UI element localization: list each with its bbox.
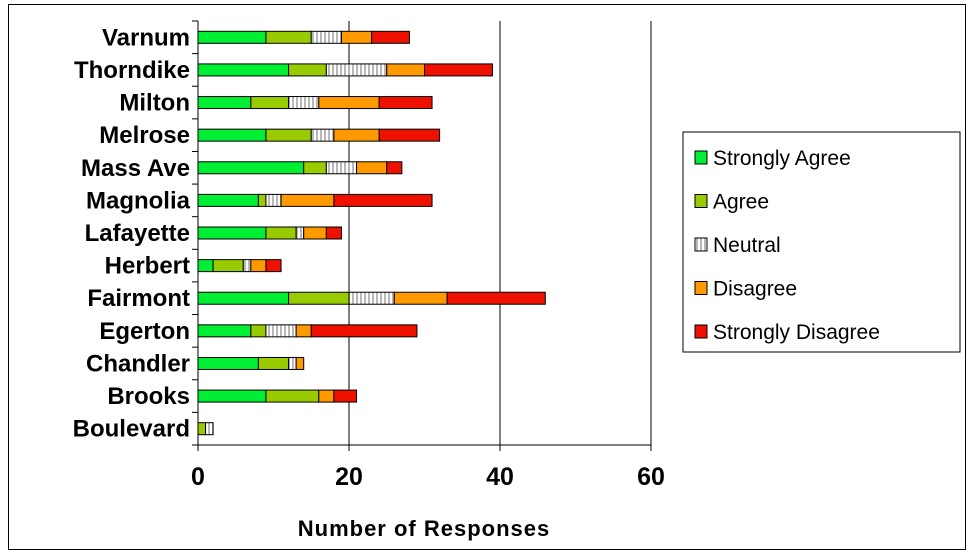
bar-varnum-strongly-agree xyxy=(197,30,267,44)
bar-chandler-strongly-agree xyxy=(197,356,259,370)
x-tick-label: 60 xyxy=(637,463,665,491)
legend-swatch xyxy=(694,237,708,252)
bar-magnolia-agree xyxy=(257,193,267,207)
bar-herbert-strongly-agree xyxy=(197,259,214,273)
category-label: Chandler xyxy=(86,350,190,377)
bar-herbert-agree xyxy=(212,259,244,273)
gridlines xyxy=(348,21,652,445)
legend-swatch xyxy=(694,324,708,339)
bar-mass-ave-strongly-agree xyxy=(197,161,305,175)
category-label: Varnum xyxy=(102,24,190,51)
legend: Strongly Agree Agree Neutral Disagree Strong… xyxy=(682,131,961,353)
bar-magnolia-disagree xyxy=(280,193,335,207)
legend-label: Agree xyxy=(713,191,769,214)
bar-herbert-disagree xyxy=(250,259,267,273)
legend-label: Disagree xyxy=(713,278,797,301)
bar-egerton-disagree xyxy=(295,324,312,338)
x-tick-labels: 0 20 40 60 xyxy=(191,463,665,491)
bar-brooks-agree xyxy=(265,389,320,403)
category-label: Boulevard xyxy=(73,416,190,443)
bar-lafayette-disagree xyxy=(303,226,327,240)
x-tick-label: 40 xyxy=(486,463,514,491)
bar-herbert-strongly-disagree xyxy=(265,259,282,273)
bar-egerton-agree xyxy=(250,324,267,338)
bar-varnum-disagree xyxy=(340,30,373,44)
category-label: Magnolia xyxy=(86,187,191,214)
bar-thorndike-disagree xyxy=(386,63,425,77)
bar-mass-ave-disagree xyxy=(356,161,388,175)
bar-lafayette-neutral xyxy=(295,226,305,240)
bar-fairmont-disagree xyxy=(393,291,448,305)
category-label: Melrose xyxy=(99,122,190,149)
bar-lafayette-agree xyxy=(265,226,297,240)
bar-milton-neutral xyxy=(288,96,320,110)
bar-milton-agree xyxy=(250,96,290,110)
bar-fairmont-neutral xyxy=(348,291,395,305)
bar-egerton-strongly-agree xyxy=(197,324,252,338)
bar-lafayette-strongly-agree xyxy=(197,226,267,240)
category-label: Egerton xyxy=(99,318,190,345)
bar-herbert-neutral xyxy=(242,259,252,273)
bar-melrose-neutral xyxy=(310,128,335,142)
bar-chandler-neutral xyxy=(288,356,297,370)
bar-mass-ave-strongly-disagree xyxy=(386,161,403,175)
bar-mass-ave-neutral xyxy=(325,161,358,175)
bar-varnum-strongly-disagree xyxy=(371,30,410,44)
category-labels: Varnum Thorndike Milton Melrose Mass Ave Magn… xyxy=(73,24,191,442)
bar-varnum-agree xyxy=(265,30,312,44)
bar-melrose-strongly-disagree xyxy=(378,128,441,142)
axes xyxy=(192,20,652,451)
legend-label: Strongly Agree xyxy=(713,147,851,170)
category-label: Brooks xyxy=(107,383,190,410)
bar-chandler-agree xyxy=(257,356,290,370)
x-axis-title: Number of Responses xyxy=(298,516,551,541)
legend-swatch xyxy=(694,281,708,295)
bar-boulevard-agree xyxy=(197,422,207,436)
bar-thorndike-strongly-disagree xyxy=(424,63,493,77)
legend-swatch xyxy=(694,150,708,165)
bar-magnolia-strongly-agree xyxy=(197,193,259,207)
bar-boulevard-neutral xyxy=(205,422,214,436)
bar-fairmont-agree xyxy=(288,291,350,305)
bars xyxy=(197,30,546,436)
bar-brooks-strongly-disagree xyxy=(333,389,358,403)
bar-magnolia-strongly-disagree xyxy=(333,193,433,207)
bar-milton-disagree xyxy=(318,96,380,110)
category-label: Herbert xyxy=(105,253,190,280)
bar-milton-strongly-agree xyxy=(197,96,252,110)
bar-melrose-agree xyxy=(265,128,312,142)
bar-varnum-neutral xyxy=(310,30,342,44)
bar-thorndike-strongly-agree xyxy=(197,63,290,77)
legend-box xyxy=(682,131,961,353)
bar-chandler-disagree xyxy=(295,356,305,370)
bar-brooks-disagree xyxy=(318,389,335,403)
bar-fairmont-strongly-disagree xyxy=(446,291,546,305)
bar-milton-strongly-disagree xyxy=(378,96,433,110)
bar-lafayette-strongly-disagree xyxy=(325,226,342,240)
x-tick-label: 0 xyxy=(191,463,205,491)
bar-thorndike-neutral xyxy=(325,63,388,77)
category-label: Lafayette xyxy=(85,220,190,247)
category-label: Mass Ave xyxy=(81,155,190,182)
category-label: Thorndike xyxy=(74,57,190,84)
bar-melrose-disagree xyxy=(333,128,380,142)
bar-thorndike-agree xyxy=(288,63,327,77)
legend-swatch xyxy=(694,194,708,208)
bar-brooks-strongly-agree xyxy=(197,389,267,403)
bar-magnolia-neutral xyxy=(265,193,282,207)
bar-mass-ave-agree xyxy=(303,161,327,175)
bar-melrose-strongly-agree xyxy=(197,128,267,142)
category-label: Fairmont xyxy=(87,285,190,312)
legend-label: Strongly Disagree xyxy=(713,321,880,344)
category-label: Milton xyxy=(119,90,190,117)
bar-egerton-neutral xyxy=(265,324,297,338)
legend-label: Neutral xyxy=(713,234,781,257)
x-tick-label: 20 xyxy=(335,463,363,491)
bar-fairmont-strongly-agree xyxy=(197,291,290,305)
bar-egerton-strongly-disagree xyxy=(310,324,418,338)
